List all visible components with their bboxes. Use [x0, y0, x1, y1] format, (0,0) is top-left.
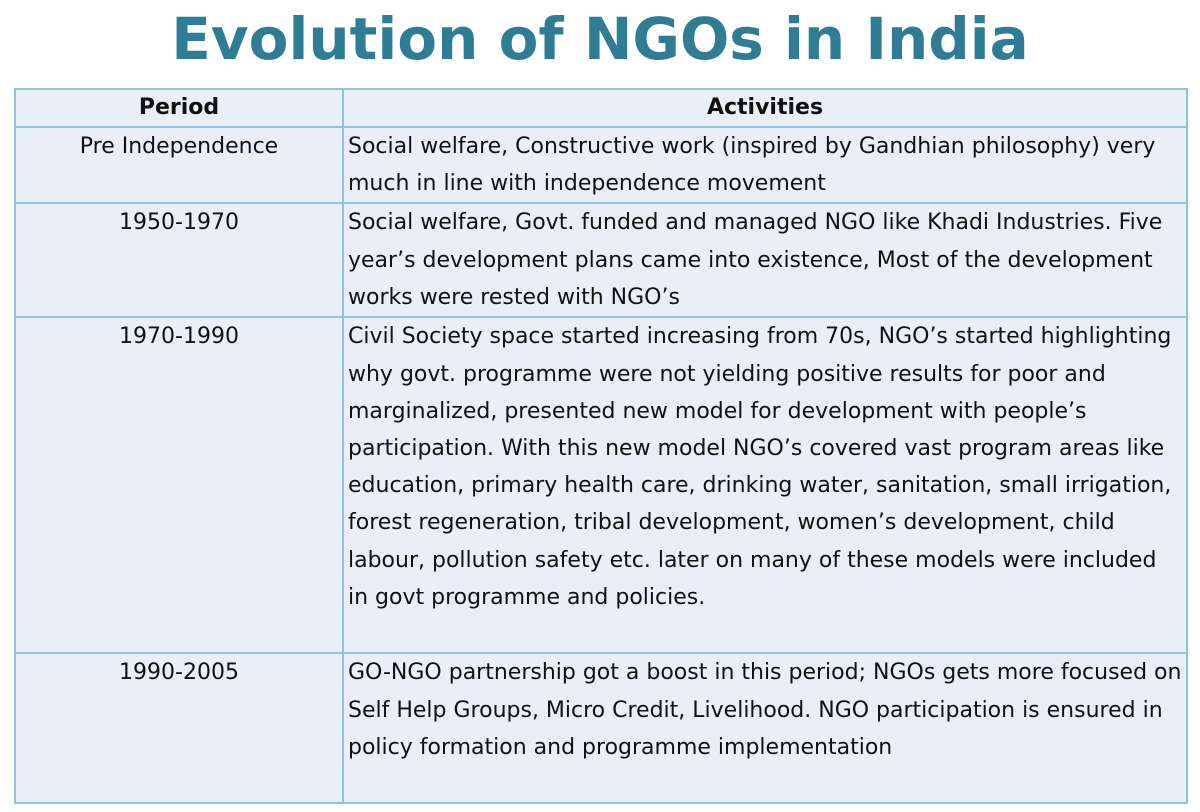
column-header-period: Period — [14, 88, 344, 128]
table-header-row: Period Activities — [14, 88, 1188, 128]
table-row: 1970-1990 Civil Society space started in… — [14, 316, 1188, 655]
page-title: Evolution of NGOs in India — [171, 5, 1029, 73]
table-row: 1950-1970 Social welfare, Govt. funded a… — [14, 202, 1188, 319]
activities-cell: Social welfare, Govt. funded and managed… — [342, 202, 1188, 319]
period-cell: Pre Independence — [14, 125, 344, 205]
period-cell: 1950-1970 — [14, 202, 344, 319]
period-cell: 1990-2005 — [14, 652, 344, 805]
ngo-evolution-table: Period Activities Pre Independence Socia… — [14, 88, 1188, 805]
column-header-activities: Activities — [342, 88, 1188, 128]
activities-cell: GO-NGO partnership got a boost in this p… — [342, 652, 1188, 805]
table-row: Pre Independence Social welfare, Constru… — [14, 125, 1188, 205]
activities-cell: Social welfare, Constructive work (inspi… — [342, 125, 1188, 205]
activities-cell: Civil Society space started increasing f… — [342, 316, 1188, 655]
table-row: 1990-2005 GO-NGO partnership got a boost… — [14, 652, 1188, 805]
period-cell: 1970-1990 — [14, 316, 344, 655]
